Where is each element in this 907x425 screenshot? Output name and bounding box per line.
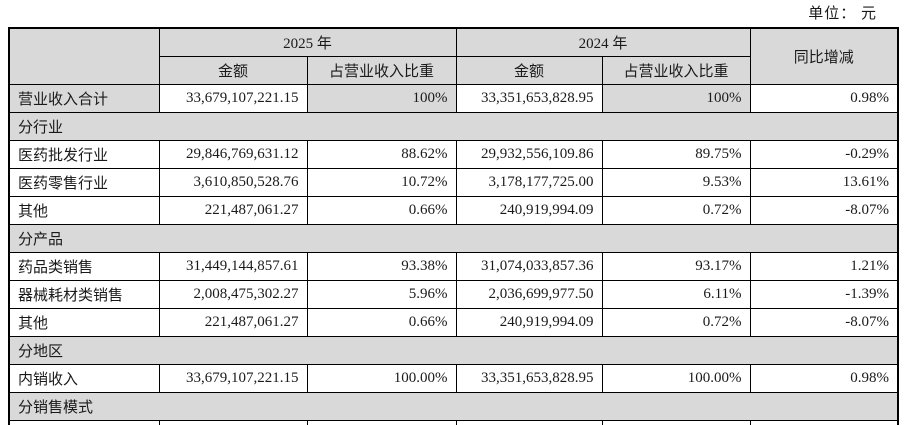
amount-2025-cell: 33,679,107,221.15 (158, 83, 308, 113)
ratio-2025-cell: 0.66% (306, 307, 457, 337)
section-label: 分产品 (8, 223, 899, 253)
table-header: 2025 年 2024 年 同比增减 金额 占营业收入比重 金额 占营业收入比重 (8, 27, 899, 85)
yoy-value-cell: -8.07% (749, 307, 899, 337)
row-label-cell: 内销收入 (8, 363, 160, 393)
data-row: 医药零售行业 3,610,850,528.76 10.72% 3,178,177,72… (8, 167, 899, 197)
header-row-metrics: 金额 占营业收入比重 金额 占营业收入比重 (9, 55, 898, 85)
amount-2025-cell: 221,487,061.27 (158, 307, 308, 337)
data-row: 内销收入 33,679,107,221.15 100.00% 33,351,653,8… (8, 363, 899, 393)
row-label-cell: 其他 (8, 307, 160, 337)
ratio-2024-header: 占营业收入比重 (601, 55, 751, 85)
ratio-2025-cell: 93.38% (306, 251, 457, 281)
row-label-cell: 药品类销售 (8, 251, 160, 281)
year-2025-header: 2025 年 (158, 27, 457, 57)
row-label-cell: 器械耗材类销售 (8, 279, 160, 309)
data-row: 其他 221,487,061.27 0.66% 240,919,994.09 0.72%… (8, 307, 899, 337)
data-row: 器械耗材类销售 2,008,475,302.27 5.96% 2,036,699,97… (8, 279, 899, 309)
ratio-2025-cell: 100% (306, 83, 457, 113)
amount-2024-cell: 29,932,556,109.86 (455, 139, 603, 169)
unit-label: 单位： 元 (808, 6, 877, 22)
yoy-header: 同比增减 (749, 27, 899, 85)
amount-2025-cell: 3,610,850,528.76 (158, 167, 308, 197)
amount-2025-cell: 221,487,061.27 (158, 195, 308, 225)
ratio-2025-header: 占营业收入比重 (306, 55, 457, 85)
amount-2025-cell: 29,846,769,631.12 (158, 139, 308, 169)
yoy-value-cell: 13.61% (749, 167, 899, 197)
section-row: 分产品 (8, 223, 899, 253)
data-row: 营业收入合计 33,679,107,221.15 100% 33,351,653,82… (8, 83, 899, 113)
amount-2024-header: 金额 (455, 55, 603, 85)
yoy-value-cell: 1.21% (749, 251, 899, 281)
ratio-2025-cell: 88.62% (306, 139, 457, 169)
data-row: 其他 221,487,061.27 0.66% 240,919,994.09 0.72%… (8, 195, 899, 225)
ratio-2024-cell: 100% (601, 83, 751, 113)
row-label-cell: 营业收入合计 (8, 83, 160, 113)
amount-2024-cell: 240,919,994.09 (455, 195, 603, 225)
section-label: 分地区 (8, 335, 899, 365)
amount-2025-header: 金额 (158, 55, 308, 85)
section-row: 分行业 (8, 111, 899, 141)
amount-2024-cell: 240,919,994.09 (455, 307, 603, 337)
yoy-value-cell: -1.39% (749, 279, 899, 309)
data-row: 分销33,679,107,221.15100.00%33,351,653,828… (8, 419, 899, 425)
header-row-years: 2025 年 2024 年 同比增减 (8, 27, 899, 85)
ratio-2024-cell: 100.00% (601, 363, 751, 393)
amount-2024-cell: 33,351,653,828.95 (455, 83, 603, 113)
section-row: 分销售模式 (8, 391, 899, 421)
ratio-2024-cell: 0.72% (601, 195, 751, 225)
ratio-2024-cell: 6.11% (601, 279, 751, 309)
ratio-2024-cell: 89.75% (601, 139, 751, 169)
row-label-cell: 医药批发行业 (8, 139, 160, 169)
amount-2024-cell: 33,351,653,828.95 (455, 363, 603, 393)
amount-2024-cell: 2,036,699,977.50 (455, 279, 603, 309)
section-label: 分销售模式 (8, 391, 899, 421)
yoy-value-cell: 0.98% (749, 363, 899, 393)
amount-2024-cell: 31,074,033,857.36 (455, 251, 603, 281)
data-row: 药品类销售 31,449,144,857.61 93.38% 31,074,033,8… (8, 251, 899, 281)
ratio-2025-cell: 100.00% (306, 363, 457, 393)
yoy-value-cell: 0.98% (749, 419, 899, 425)
yoy-value-cell: -8.07% (749, 195, 899, 225)
ratio-2024-cell: 9.53% (601, 167, 751, 197)
amount-2024-cell: 33,351,653,828.95 (455, 419, 603, 425)
row-label-cell: 分销 (8, 419, 160, 425)
section-label: 分行业 (8, 111, 899, 141)
yoy-value-cell: 0.98% (749, 83, 899, 113)
amount-2025-cell: 2,008,475,302.27 (158, 279, 308, 309)
ratio-2025-cell: 10.72% (306, 167, 457, 197)
amount-2025-cell: 31,449,144,857.61 (158, 251, 308, 281)
row-label-cell: 其他 (8, 195, 160, 225)
revenue-breakdown-table: 2025 年 2024 年 同比增减 金额 占营业收入比重 金额 占营业收入比重… (8, 27, 900, 425)
ratio-2025-cell: 5.96% (306, 279, 457, 309)
amount-2025-cell: 33,679,107,221.15 (158, 419, 308, 425)
ratio-2025-cell: 0.66% (306, 195, 457, 225)
table-body: 营业收入合计 33,679,107,221.15 100% 33,351,653,82… (8, 83, 899, 425)
ratio-2024-cell: 0.72% (601, 307, 751, 337)
yoy-value-cell: -0.29% (749, 139, 899, 169)
year-2024-header: 2024 年 (455, 27, 751, 57)
ratio-2024-cell: 93.17% (601, 251, 751, 281)
corner-cell (8, 27, 160, 85)
data-row: 医药批发行业 29,846,769,631.12 88.62% 29,932,556,… (8, 139, 899, 169)
ratio-2025-cell: 100.00% (306, 419, 457, 425)
row-label-cell: 医药零售行业 (8, 167, 160, 197)
amount-2024-cell: 3,178,177,725.00 (455, 167, 603, 197)
section-row: 分地区 (8, 335, 899, 365)
amount-2025-cell: 33,679,107,221.15 (158, 363, 308, 393)
ratio-2024-cell: 100.00% (601, 419, 751, 425)
